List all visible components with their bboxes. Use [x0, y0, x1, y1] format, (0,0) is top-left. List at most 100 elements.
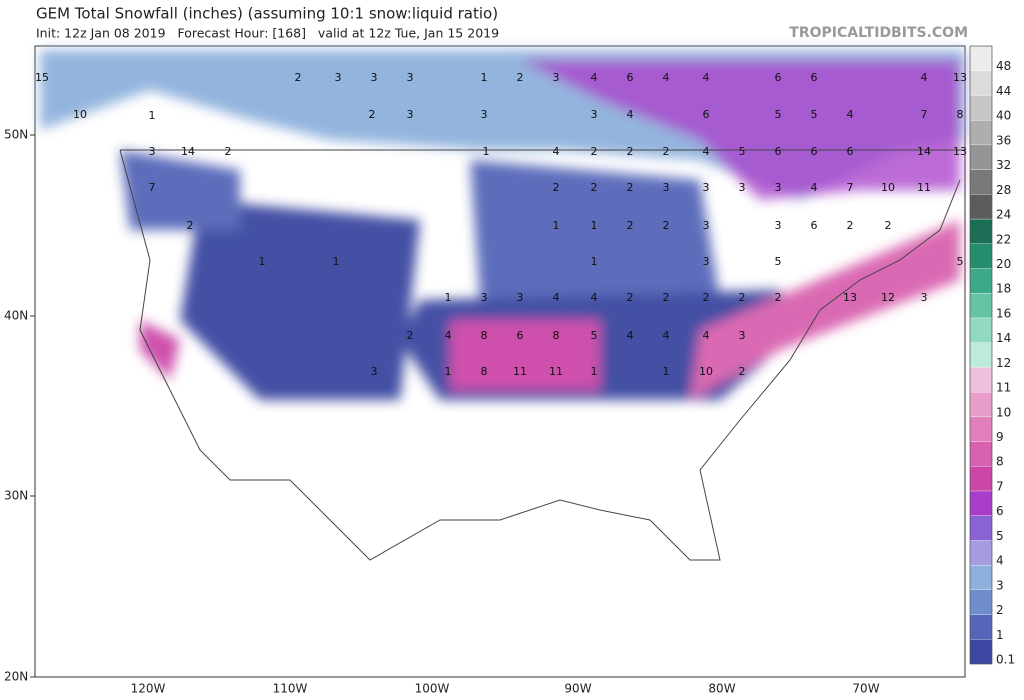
colorbar-label: 9 [996, 430, 1004, 444]
snow-amount: 2 [369, 108, 376, 121]
lon-label: 70W [852, 682, 879, 696]
snow-amount: 3 [481, 291, 488, 304]
colorbar-label: 28 [996, 183, 1011, 197]
colorbar-label: 7 [996, 479, 1004, 493]
watermark: TROPICALTIDBITS.COM [789, 25, 968, 41]
snow-amount: 4 [591, 291, 598, 304]
snow-amount: 3 [335, 71, 342, 84]
snow-amount: 2 [663, 219, 670, 232]
snow-amount: 4 [445, 329, 452, 342]
colorbar-segment [969, 70, 993, 96]
snow-amount: 3 [921, 291, 928, 304]
snow-amount: 5 [811, 108, 818, 121]
lat-label: 50N [4, 128, 28, 142]
snow-amount: 2 [591, 181, 598, 194]
snow-amount: 1 [445, 365, 452, 378]
snow-amount: 10 [73, 108, 87, 121]
snow-amount: 2 [187, 219, 194, 232]
snow-amount: 7 [847, 181, 854, 194]
snow-amount: 3 [739, 329, 746, 342]
colorbar-label: 3 [996, 578, 1004, 592]
snow-amount: 6 [703, 108, 710, 121]
title: GEM Total Snowfall (inches) (assuming 10… [36, 5, 498, 23]
snow-amount: 13 [953, 71, 967, 84]
snow-amount: 4 [703, 145, 710, 158]
colorbar-label: 4 [996, 554, 1004, 568]
snow-amount: 3 [663, 181, 670, 194]
snow-amount: 6 [627, 71, 634, 84]
snow-amount: 5 [739, 145, 746, 158]
snow-amount: 6 [847, 145, 854, 158]
colorbar-segment [969, 144, 993, 170]
snow-amount: 2 [663, 291, 670, 304]
snow-amount: 3 [703, 219, 710, 232]
snow-amount: 6 [811, 219, 818, 232]
colorbar-segment [969, 120, 993, 146]
snow-amount: 11 [917, 181, 931, 194]
snow-amount: 1 [553, 219, 560, 232]
snow-amount: 4 [553, 291, 560, 304]
colorbar-segment [969, 95, 993, 121]
snow-amount: 4 [591, 71, 598, 84]
snow-amount: 4 [847, 108, 854, 121]
colorbar-segment [969, 391, 993, 417]
snow-amount: 3 [775, 219, 782, 232]
colorbar-label: 32 [996, 158, 1011, 172]
snow-amount: 2 [627, 291, 634, 304]
colorbar-segment [969, 45, 993, 71]
snow-amount: 3 [739, 181, 746, 194]
snow-amount: 11 [513, 365, 527, 378]
snow-amount: 2 [295, 71, 302, 84]
colorbar-segment [969, 564, 993, 590]
snow-amount: 15 [35, 71, 49, 84]
snow-amount: 5 [957, 255, 964, 268]
snow-amount: 7 [149, 181, 156, 194]
colorbar-segment [969, 441, 993, 467]
colorbar-label: 5 [996, 529, 1004, 543]
snow-amount: 13 [953, 145, 967, 158]
colorbar-segment [969, 169, 993, 195]
snow-amount: 8 [957, 108, 964, 121]
snow-amount: 2 [663, 145, 670, 158]
snow-amount: 7 [921, 108, 928, 121]
colorbar-label: 2 [996, 603, 1004, 617]
snow-amount: 2 [703, 291, 710, 304]
colorbar-segment [969, 589, 993, 615]
snow-amount: 11 [549, 365, 563, 378]
snow-amount: 8 [481, 365, 488, 378]
colorbar-label: 12 [996, 356, 1011, 370]
snow-amount: 5 [775, 255, 782, 268]
snow-amount: 3 [481, 108, 488, 121]
lat-label: 30N [4, 489, 28, 503]
snow-amount: 6 [517, 329, 524, 342]
snow-amount: 4 [627, 108, 634, 121]
colorbar-frame [969, 45, 993, 665]
colorbar-label: 18 [996, 282, 1011, 296]
colorbar-segment [969, 614, 993, 640]
colorbar-segment [969, 639, 993, 665]
colorbar-segment [969, 317, 993, 343]
colorbar-label: 0.1 [996, 653, 1015, 667]
snow-amount: 6 [811, 145, 818, 158]
snow-amount: 1 [149, 109, 156, 122]
snow-amount: 1 [445, 291, 452, 304]
colorbar-label: 24 [996, 208, 1011, 222]
map-area [34, 45, 966, 678]
snow-amount: 4 [663, 329, 670, 342]
snow-amount: 1 [591, 255, 598, 268]
subtitle: Init: 12z Jan 08 2019 Forecast Hour: [16… [36, 26, 499, 41]
snow-amount: 2 [517, 71, 524, 84]
colorbar-segment [969, 490, 993, 516]
snow-amount: 2 [847, 219, 854, 232]
snow-amount: 8 [553, 329, 560, 342]
colorbar-label: 10 [996, 405, 1011, 419]
colorbar-label: 6 [996, 504, 1004, 518]
snow-amount: 4 [703, 329, 710, 342]
coastline-borders [119, 149, 965, 561]
snow-amount: 10 [699, 365, 713, 378]
lon-label: 100W [415, 682, 450, 696]
colorbar-label: 1 [996, 628, 1004, 642]
snow-amount: 3 [407, 71, 414, 84]
